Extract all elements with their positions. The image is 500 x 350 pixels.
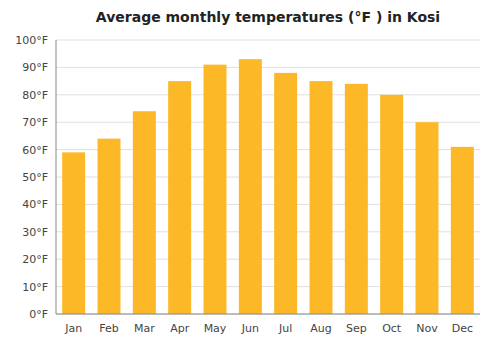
y-tick-label: 20°F [22, 253, 48, 266]
y-tick-label: 80°F [22, 89, 48, 102]
grid [56, 40, 480, 314]
y-tick-label: 10°F [22, 281, 48, 294]
x-tick-label: Apr [170, 322, 190, 335]
title: Average monthly temperatures (°F ) in Ko… [96, 9, 440, 25]
bar [451, 147, 474, 314]
bar [62, 152, 85, 314]
y-tick-label: 40°F [22, 198, 48, 211]
bar [345, 84, 368, 314]
bars [62, 59, 474, 314]
y-tick-label: 30°F [22, 226, 48, 239]
bar [204, 65, 227, 314]
y-tick-label: 100°F [15, 34, 48, 47]
chart: Average monthly temperatures (°F ) in Ko… [0, 0, 500, 350]
grid-line [56, 314, 480, 315]
chart-container: Average monthly temperatures (°F ) in Ko… [0, 0, 500, 350]
x-tick-label: Nov [416, 322, 438, 335]
bar [274, 73, 297, 314]
y-tick-label: 90°F [22, 61, 48, 74]
x-tick-label: Sep [346, 322, 367, 335]
y-tick-label: 70°F [22, 116, 48, 129]
x-tick-label: Feb [99, 322, 118, 335]
bar [380, 95, 403, 314]
bar [310, 81, 333, 314]
x-tick-label: Mar [134, 322, 155, 335]
x-tick-label: Dec [452, 322, 473, 335]
x-axis: Jan Feb Mar Apr May Jun Jul Aug Sep Oct Nov Dec [64, 322, 473, 335]
x-tick-label: Jun [241, 322, 259, 335]
x-axis-line [56, 314, 480, 315]
grid-line [56, 67, 480, 68]
y-axis: 0°F 10°F 20°F 30°F 40°F 50°F 60°F 70°F 80°F 90°F 1… [15, 34, 48, 321]
bar [168, 81, 191, 314]
bar [98, 139, 121, 314]
bar [239, 59, 262, 314]
x-tick-label: May [204, 322, 227, 335]
x-tick-label: Jan [64, 322, 82, 335]
x-tick-label: Aug [310, 322, 331, 335]
grid-line [56, 40, 480, 41]
grid-line [56, 94, 480, 95]
x-tick-label: Jul [278, 322, 292, 335]
y-axis-line [56, 40, 57, 314]
y-tick-label: 50°F [22, 171, 48, 184]
x-tick-label: Oct [382, 322, 402, 335]
bar [133, 111, 156, 314]
y-tick-label: 0°F [29, 308, 48, 321]
y-tick-label: 60°F [22, 144, 48, 157]
bar [416, 122, 439, 314]
